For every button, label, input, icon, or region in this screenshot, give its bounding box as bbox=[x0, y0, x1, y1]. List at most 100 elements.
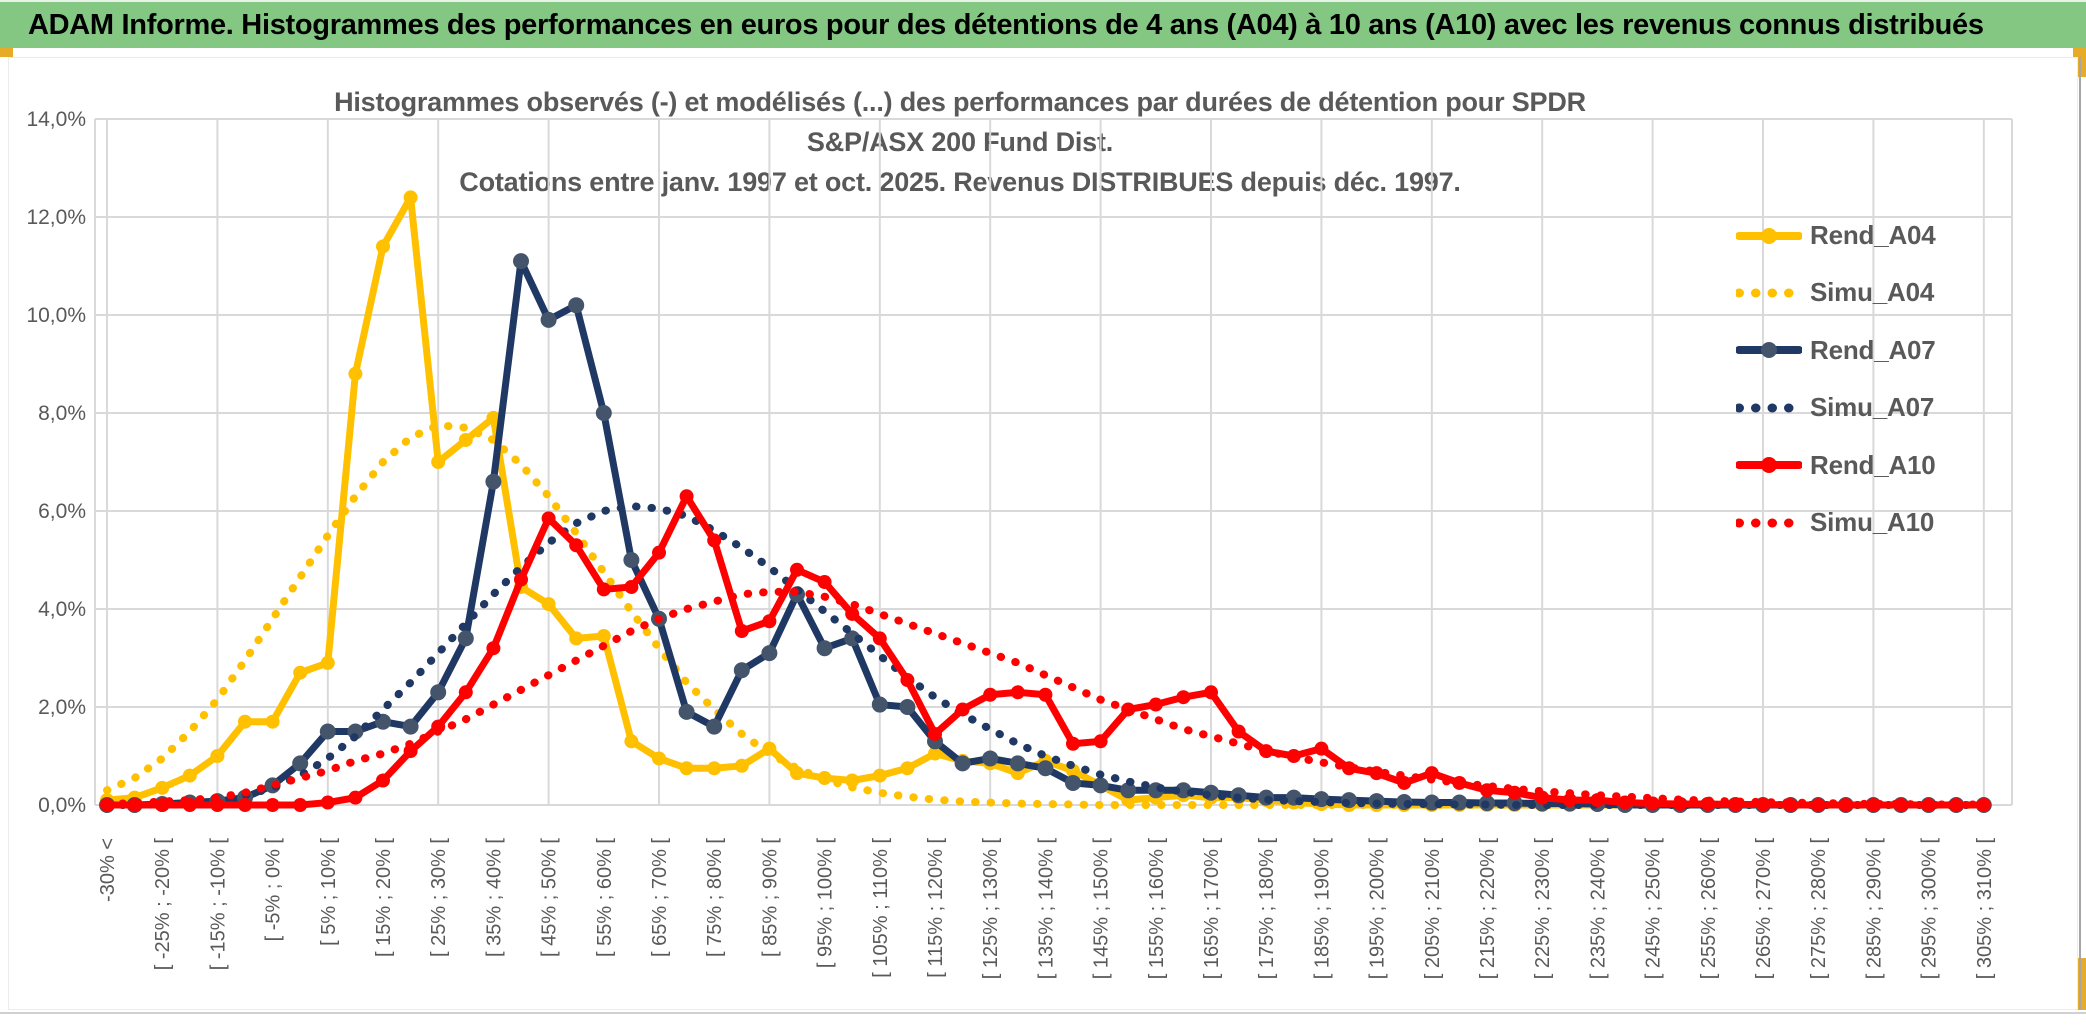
sheet-header-bar: ADAM Informe. Histogrammes des performan… bbox=[0, 0, 2086, 48]
chart-title-line1: Histogrammes observés (-) et modélisés (… bbox=[334, 87, 1586, 157]
x-axis-label: [ 155% ; 160% [ bbox=[1146, 838, 1168, 980]
series-marker-Rend_A10 bbox=[872, 631, 887, 646]
sheet-edge-accent-top-right bbox=[2078, 57, 2086, 77]
legend-item-Rend_A07[interactable]: Rend_A07 bbox=[1736, 322, 1936, 379]
svg-text:[ 145% ; 150% [: [ 145% ; 150% [ bbox=[1091, 838, 1113, 980]
series-marker-Rend_A10 bbox=[1397, 775, 1412, 790]
legend-swatch-Simu_A10 bbox=[1736, 518, 1802, 527]
series-marker-Rend_A04 bbox=[458, 432, 473, 447]
series-marker-Rend_A10 bbox=[596, 582, 611, 597]
series-marker-Rend_A10 bbox=[790, 562, 804, 577]
legend-swatch-Simu_A04 bbox=[1736, 288, 1802, 298]
series-marker-Rend_A07 bbox=[623, 552, 640, 568]
series-line-Simu_A10 bbox=[103, 587, 1988, 809]
svg-text:[ 135% ; 140% [: [ 135% ; 140% [ bbox=[1035, 838, 1057, 980]
x-axis-label: [ 295% ; 300% [ bbox=[1919, 838, 1941, 980]
page-title: ADAM Informe. Histogrammes des performan… bbox=[28, 8, 1984, 41]
svg-text:[ 155% ; 160% [: [ 155% ; 160% [ bbox=[1146, 838, 1168, 980]
legend-item-Simu_A10[interactable]: Simu_A10 bbox=[1736, 494, 1934, 551]
series-marker-Rend_A10 bbox=[928, 726, 942, 741]
series-marker-Rend_A04 bbox=[210, 749, 225, 763]
x-axis-label: [ 165% ; 170% [ bbox=[1201, 838, 1223, 980]
series-marker-Rend_A04 bbox=[265, 714, 280, 729]
series-marker-Rend_A10 bbox=[652, 545, 666, 560]
series-marker-Rend_A07 bbox=[292, 755, 309, 772]
x-axis-label: [ 255% ; 260% [ bbox=[1698, 838, 1720, 980]
x-axis-label: [ 275% ; 280% [ bbox=[1808, 838, 1830, 980]
series-marker-Rend_A07 bbox=[899, 699, 916, 715]
series-marker-Rend_A07 bbox=[1120, 782, 1137, 799]
legend-label-Rend_A10: Rend_A10 bbox=[1810, 449, 1936, 480]
chart-area[interactable] bbox=[8, 57, 2078, 1010]
series-marker-Rend_A07 bbox=[844, 630, 861, 647]
legend-swatch-Simu_A07 bbox=[1736, 403, 1802, 413]
series-marker-Rend_A10 bbox=[514, 572, 528, 587]
svg-text:[ 95% ; 100% [: [ 95% ; 100% [ bbox=[815, 838, 837, 969]
series-marker-Rend_A07 bbox=[568, 297, 585, 314]
series-marker-Rend_A10 bbox=[1204, 685, 1218, 700]
series-marker-Rend_A04 bbox=[376, 239, 390, 254]
svg-text:[ 235% ; 240% [: [ 235% ; 240% [ bbox=[1587, 838, 1609, 980]
series-marker-Rend_A07 bbox=[402, 718, 419, 735]
series-marker-Rend_A10 bbox=[1093, 734, 1108, 749]
series-marker-Rend_A10 bbox=[376, 773, 390, 788]
series-marker-Rend_A10 bbox=[348, 790, 363, 805]
x-axis-label: [ -15% ; -10% [ bbox=[207, 838, 229, 971]
svg-text:[ 35% ; 40% [: [ 35% ; 40% [ bbox=[483, 838, 505, 957]
x-axis-label: [ 15% ; 20% [ bbox=[373, 838, 395, 957]
series-marker-Rend_A10 bbox=[1976, 798, 1991, 812]
svg-text:[ 105% ; 110% [: [ 105% ; 110% [ bbox=[870, 838, 892, 978]
series-marker-Rend_A10 bbox=[238, 798, 252, 812]
series-marker-Rend_A10 bbox=[293, 798, 308, 812]
svg-text:[ 225% ; 230% [: [ 225% ; 230% [ bbox=[1532, 838, 1554, 980]
series-marker-Rend_A07 bbox=[1009, 755, 1026, 772]
svg-text:[ 15% ; 20% [: [ 15% ; 20% [ bbox=[373, 838, 395, 957]
x-axis-label: [ 35% ; 40% [ bbox=[483, 838, 505, 957]
legend-item-Simu_A04[interactable]: Simu_A04 bbox=[1736, 264, 1934, 321]
series-marker-Rend_A10 bbox=[983, 687, 998, 702]
series-marker-Rend_A07 bbox=[513, 253, 529, 270]
series-marker-Rend_A04 bbox=[734, 758, 749, 773]
series-marker-Rend_A04 bbox=[348, 366, 363, 381]
series-marker-Rend_A04 bbox=[403, 190, 418, 205]
x-axis-label: [ 135% ; 140% [ bbox=[1035, 838, 1057, 980]
series-marker-Rend_A04 bbox=[624, 734, 639, 749]
y-axis-label: 4,0% bbox=[38, 598, 86, 621]
series-marker-Rend_A07 bbox=[1037, 760, 1054, 777]
x-axis-label: [ 45% ; 50% [ bbox=[539, 838, 561, 957]
legend-item-Simu_A07[interactable]: Simu_A07 bbox=[1736, 379, 1934, 436]
svg-text:[ 175% ; 180% [: [ 175% ; 180% [ bbox=[1256, 838, 1278, 980]
svg-text:[ 85% ; 90% [: [ 85% ; 90% [ bbox=[759, 838, 781, 957]
y-axis-label: 2,0% bbox=[38, 696, 86, 719]
series-marker-Rend_A04 bbox=[707, 761, 722, 776]
x-axis-label: [ 65% ; 70% [ bbox=[649, 838, 671, 957]
legend-item-Rend_A04[interactable]: Rend_A04 bbox=[1736, 207, 1936, 264]
svg-text:[ 185% ; 190% [: [ 185% ; 190% [ bbox=[1311, 838, 1333, 980]
y-axis-label: 12,0% bbox=[26, 206, 86, 229]
series-marker-Rend_A10 bbox=[734, 624, 749, 639]
series-marker-Rend_A07 bbox=[457, 630, 474, 647]
x-axis-label: [ 215% ; 220% [ bbox=[1477, 838, 1499, 980]
legend-item-Rend_A10[interactable]: Rend_A10 bbox=[1736, 437, 1936, 494]
svg-text:[ 65% ; 70% [: [ 65% ; 70% [ bbox=[649, 838, 671, 957]
series-marker-Rend_A10 bbox=[624, 579, 639, 594]
series-marker-Rend_A04 bbox=[928, 746, 942, 761]
series-marker-Rend_A07 bbox=[430, 684, 447, 701]
x-axis-label: [ 105% ; 110% [ bbox=[870, 838, 892, 978]
series-marker-Rend_A07 bbox=[871, 696, 888, 713]
series-marker-Rend_A10 bbox=[541, 511, 556, 526]
series-marker-Rend_A07 bbox=[319, 723, 336, 740]
x-axis-label: [ 195% ; 200% [ bbox=[1367, 838, 1389, 980]
series-marker-Rend_A07 bbox=[761, 645, 778, 662]
x-axis-label: [ 265% ; 270% [ bbox=[1753, 838, 1775, 980]
svg-text:[ 5% ; 10% [: [ 5% ; 10% [ bbox=[318, 838, 340, 946]
series-marker-Rend_A04 bbox=[155, 780, 170, 795]
series-marker-Rend_A10 bbox=[1038, 687, 1053, 702]
sheet-edge-accent-bottom-right bbox=[2078, 958, 2086, 1010]
legend-label-Rend_A04: Rend_A04 bbox=[1810, 220, 1936, 250]
x-axis-label: [ 225% ; 230% [ bbox=[1532, 838, 1554, 980]
svg-text:[ 115% ; 120% [: [ 115% ; 120% [ bbox=[925, 838, 947, 978]
series-marker-Rend_A10 bbox=[265, 798, 280, 812]
series-marker-Rend_A07 bbox=[540, 311, 557, 328]
